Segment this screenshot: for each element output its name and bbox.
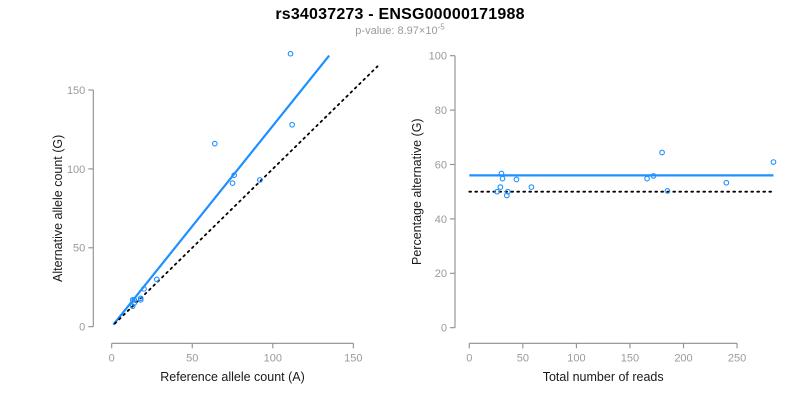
x-axis-title: Total number of reads xyxy=(543,370,664,384)
p-value-label: p-value: xyxy=(355,25,398,37)
data-point xyxy=(505,188,511,195)
fit-line xyxy=(112,54,331,326)
y-tick-label: 80 xyxy=(435,105,447,117)
x-tick-label: 250 xyxy=(728,352,746,364)
data-point xyxy=(137,295,144,302)
p-value-exponent: -5 xyxy=(437,22,445,32)
data-point xyxy=(650,173,657,179)
data-point xyxy=(231,172,237,179)
y-tick-label: 0 xyxy=(79,322,85,334)
y-tick-label: 50 xyxy=(73,243,85,255)
figure-header: rs34037273 - ENSG00000171988 p-value: 8.… xyxy=(0,0,800,40)
x-axis-title: Reference allele count (A) xyxy=(160,370,305,384)
data-point xyxy=(287,50,294,57)
data-point xyxy=(499,175,506,182)
data-point xyxy=(498,170,505,177)
data-point xyxy=(513,176,520,183)
data-point xyxy=(659,149,665,156)
y-tick-label: 100 xyxy=(429,51,447,63)
data-point xyxy=(257,177,263,183)
data-point xyxy=(289,121,295,128)
data-point xyxy=(723,179,730,186)
data-point xyxy=(229,180,236,186)
x-tick-label: 100 xyxy=(567,352,585,364)
y-tick-label: 0 xyxy=(441,323,447,335)
data-point xyxy=(153,276,160,283)
x-tick-label: 0 xyxy=(466,352,472,364)
y-tick-label: 40 xyxy=(435,214,447,226)
y-tick-label: 100 xyxy=(67,164,85,176)
x-tick-label: 150 xyxy=(344,352,362,364)
data-point xyxy=(131,297,138,303)
x-tick-label: 0 xyxy=(109,352,115,364)
y-axis-title: Alternative allele count (G) xyxy=(51,135,65,282)
data-point xyxy=(664,188,671,194)
x-tick-label: 200 xyxy=(674,352,692,364)
figure-subtitle: p-value: 8.97×10-5 xyxy=(0,22,800,37)
identity-line xyxy=(114,65,379,325)
dual-scatter-plot: 0 50 100 150 0 50 100 150 Reference allele count… xyxy=(51,50,777,384)
data-point xyxy=(770,159,777,165)
data-point xyxy=(141,285,147,292)
y-tick-label: 60 xyxy=(435,159,447,171)
y-tick-label: 20 xyxy=(435,268,447,280)
x-tick-label: 50 xyxy=(186,352,198,364)
y-axis-title: Percentage alternative (G) xyxy=(410,118,424,265)
data-point xyxy=(644,175,650,182)
data-point xyxy=(528,184,535,190)
x-tick-label: 150 xyxy=(621,352,639,364)
p-value-base: 8.97×10 xyxy=(397,25,438,37)
figure-title: rs34037273 - ENSG00000171988 xyxy=(275,6,525,23)
x-tick-label: 50 xyxy=(517,352,529,364)
data-point xyxy=(494,188,500,195)
data-point xyxy=(211,140,218,147)
data-point xyxy=(497,184,504,190)
y-tick-label: 150 xyxy=(67,85,85,97)
x-tick-label: 100 xyxy=(264,352,282,364)
